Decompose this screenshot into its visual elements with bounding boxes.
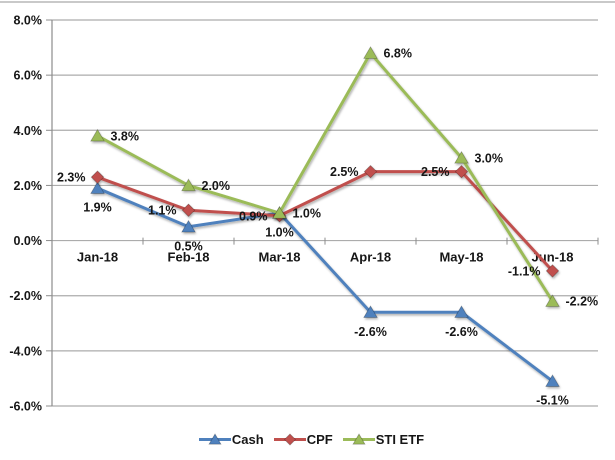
marker-triangle bbox=[90, 128, 105, 142]
data-label: 3.8% bbox=[111, 129, 140, 143]
marker-triangle bbox=[363, 46, 378, 59]
data-label: 1.1% bbox=[148, 204, 177, 218]
x-axis-category-label: Mar-18 bbox=[259, 250, 301, 265]
marker-triangle bbox=[545, 374, 560, 387]
marker-triangle bbox=[454, 305, 469, 318]
y-axis-tick-label: 2.0% bbox=[14, 179, 43, 193]
data-label: 6.8% bbox=[384, 47, 413, 61]
marker-triangle bbox=[272, 206, 287, 219]
data-label: 2.5% bbox=[421, 165, 450, 179]
data-label: -2.6% bbox=[445, 325, 478, 339]
marker-triangle bbox=[90, 181, 105, 194]
data-label: -5.1% bbox=[536, 394, 569, 408]
series-sti-etf bbox=[90, 46, 560, 307]
data-label: 3.0% bbox=[475, 151, 504, 165]
legend-label-sti-etf: STI ETF bbox=[375, 431, 425, 447]
legend-triangle-icon bbox=[352, 432, 366, 445]
data-label: -2.6% bbox=[354, 325, 387, 339]
window-top-border bbox=[0, 1, 615, 3]
marker-diamond bbox=[181, 203, 196, 218]
data-label: 0.9% bbox=[239, 209, 268, 223]
x-axis-category-label: Feb-18 bbox=[168, 250, 210, 265]
legend-item-cash: Cash bbox=[198, 431, 264, 447]
data-label: 2.0% bbox=[202, 179, 231, 193]
chart-legend: Cash CPF STI ETF bbox=[4, 428, 615, 450]
x-axis-category-label: Jan-18 bbox=[77, 250, 118, 265]
legend-triangle-icon bbox=[208, 432, 222, 445]
data-label: 1.0% bbox=[293, 207, 322, 221]
data-label: 1.9% bbox=[83, 201, 112, 215]
marker-diamond bbox=[454, 164, 469, 179]
legend-item-sti-etf: STI ETF bbox=[342, 431, 425, 447]
marker-triangle bbox=[181, 178, 196, 192]
x-axis-category-label: Apr-18 bbox=[350, 250, 391, 265]
marker-diamond bbox=[545, 264, 560, 278]
y-axis-tick-label: 8.0% bbox=[14, 14, 43, 28]
y-axis-tick-label: -4.0% bbox=[9, 344, 42, 358]
series-line bbox=[96, 170, 554, 273]
legend-diamond-icon bbox=[283, 432, 296, 446]
marker-triangle bbox=[363, 305, 378, 318]
y-axis-tick-label: 6.0% bbox=[14, 69, 43, 83]
data-label: 0.5% bbox=[174, 239, 203, 253]
data-label: 2.5% bbox=[330, 165, 359, 179]
y-axis-tick-label: -6.0% bbox=[9, 400, 42, 414]
chart-plot-area: 8.0% 6.0% 4.0% 2.0% 0.0% -2.0% -4.0% -6.0% Jan-1… bbox=[9, 14, 599, 414]
data-label: 2.3% bbox=[57, 171, 86, 185]
series-cpf bbox=[90, 164, 560, 278]
data-label: -1.1% bbox=[508, 264, 541, 278]
data-label: -2.2% bbox=[566, 295, 599, 309]
legend-item-cpf: CPF bbox=[273, 431, 333, 447]
marker-diamond bbox=[90, 170, 105, 184]
y-axis-tick-label: 0.0% bbox=[14, 234, 43, 248]
legend-marker-cpf bbox=[273, 432, 306, 446]
marker-triangle bbox=[454, 150, 469, 164]
y-axis-tick-label: 4.0% bbox=[14, 124, 43, 138]
legend-marker-sti-etf bbox=[342, 432, 375, 445]
marker-triangle bbox=[545, 294, 560, 307]
marker-triangle bbox=[181, 219, 196, 233]
series-line bbox=[96, 51, 554, 303]
legend-label-cpf: CPF bbox=[306, 431, 333, 447]
legend-marker-cash bbox=[198, 432, 231, 445]
y-axis-tick-label: -2.0% bbox=[9, 289, 42, 303]
series-line bbox=[96, 186, 554, 383]
legend-label-cash: Cash bbox=[231, 431, 264, 447]
data-label: 1.0% bbox=[265, 226, 294, 240]
marker-diamond bbox=[363, 164, 378, 179]
x-axis-category-label: May-18 bbox=[439, 250, 483, 265]
